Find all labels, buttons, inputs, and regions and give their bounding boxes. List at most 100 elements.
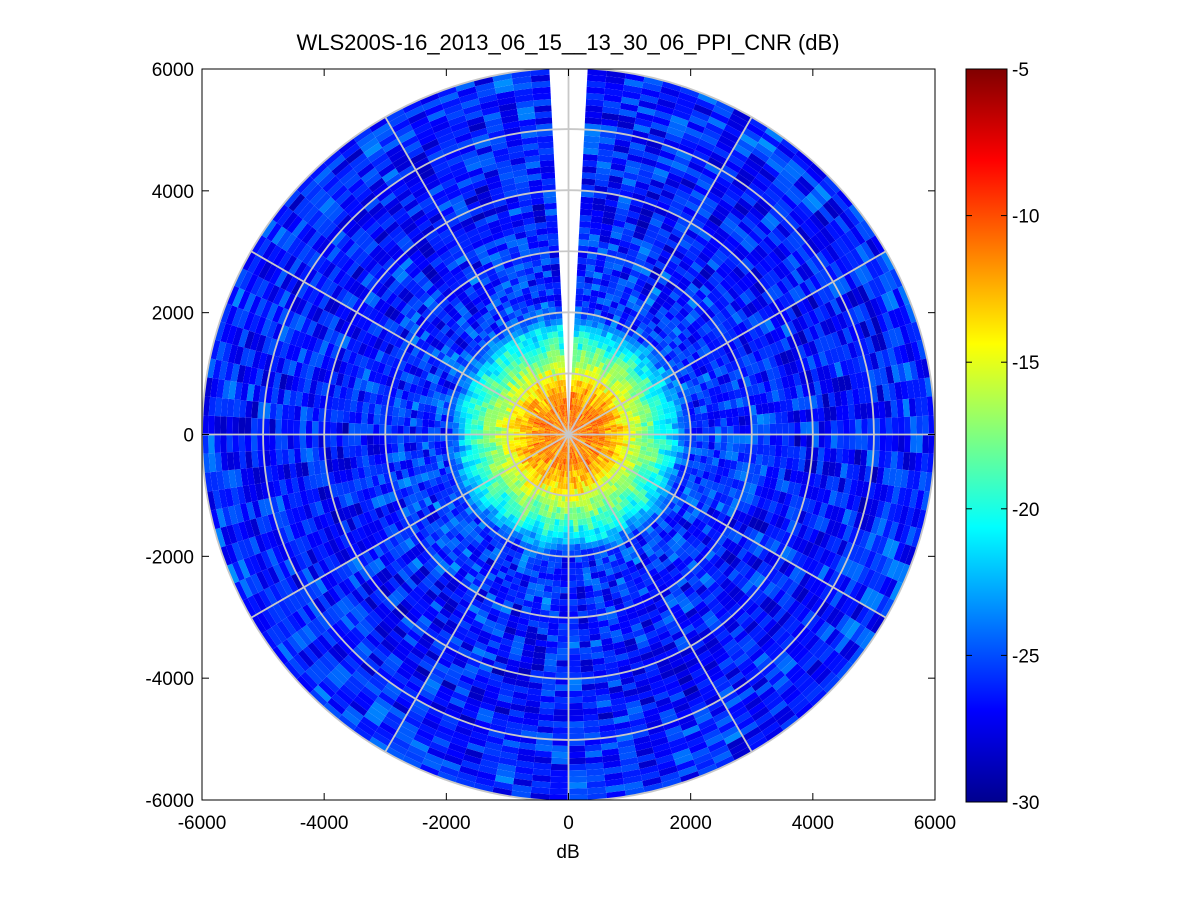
heatmap-cell <box>466 742 485 754</box>
heatmap-cell <box>392 572 406 586</box>
heatmap-cell <box>470 598 483 609</box>
heatmap-cell <box>341 634 357 651</box>
heatmap-cell <box>397 416 405 426</box>
heatmap-cell <box>464 423 472 430</box>
heatmap-cell <box>558 494 563 502</box>
heatmap-cell <box>460 538 471 548</box>
heatmap-cell <box>553 709 569 716</box>
heatmap-cell <box>404 526 415 538</box>
heatmap-cell <box>456 719 475 731</box>
heatmap-cell <box>515 679 530 688</box>
heatmap-cell <box>469 502 479 512</box>
heatmap-cell <box>514 459 521 465</box>
heatmap-cell <box>452 440 460 447</box>
heatmap-cell <box>275 403 283 420</box>
heatmap-cell <box>492 470 500 478</box>
heatmap-cell <box>414 619 429 633</box>
heatmap-cell <box>452 608 465 620</box>
heatmap-cell <box>365 633 381 648</box>
heatmap-cell <box>555 678 569 685</box>
heatmap-cell <box>503 502 511 511</box>
heatmap-cell <box>422 411 430 420</box>
heatmap-cell <box>387 652 404 667</box>
heatmap-cell <box>446 640 461 653</box>
heatmap-cell <box>454 522 465 533</box>
heatmap-cell <box>425 677 441 691</box>
heatmap-cell <box>563 452 566 459</box>
heatmap-cell <box>543 484 549 492</box>
heatmap-cell <box>463 702 480 714</box>
heatmap-cell <box>499 507 507 516</box>
heatmap-cell <box>476 668 492 679</box>
heatmap-cell <box>330 568 344 585</box>
heatmap-cell <box>459 765 479 777</box>
heatmap-cell <box>496 477 505 485</box>
heatmap-cell <box>541 172 556 180</box>
heatmap-cell <box>533 472 540 479</box>
heatmap-cell <box>404 750 425 764</box>
heatmap-cell <box>507 498 515 506</box>
heatmap-cell <box>399 541 411 553</box>
heatmap-cell <box>431 667 447 680</box>
heatmap-cell <box>553 574 562 581</box>
heatmap-cell <box>477 443 484 449</box>
heatmap-cell <box>534 645 547 654</box>
heatmap-cell <box>514 772 533 781</box>
heatmap-cell <box>437 591 450 603</box>
heatmap-cell <box>465 588 477 599</box>
heatmap-cell <box>522 643 536 652</box>
heatmap-cell <box>376 643 392 658</box>
heatmap-cell <box>470 685 486 696</box>
heatmap-cell <box>554 343 560 350</box>
heatmap-cell <box>437 656 452 669</box>
heatmap-cell <box>541 264 552 272</box>
heatmap-cell <box>504 477 512 485</box>
heatmap-cell <box>443 646 458 658</box>
heatmap-cell <box>439 765 459 778</box>
heatmap-cell <box>336 410 344 423</box>
heatmap-cell <box>403 442 411 452</box>
heatmap-cell <box>261 608 277 628</box>
heatmap-cell <box>391 425 398 435</box>
heatmap-cell <box>293 434 301 449</box>
heatmap-cell <box>458 619 472 631</box>
heatmap-cell <box>577 263 587 271</box>
heatmap-cell <box>474 534 484 544</box>
heatmap-cell <box>441 544 452 556</box>
heatmap-cell <box>541 490 547 498</box>
heatmap-cell <box>544 542 552 550</box>
heatmap-cell <box>521 521 529 530</box>
heatmap-cell <box>551 745 569 753</box>
heatmap-cell <box>438 629 453 641</box>
heatmap-cell <box>525 503 533 511</box>
heatmap-cell <box>528 681 543 690</box>
heatmap-cell <box>465 630 480 641</box>
heatmap-cell <box>355 622 370 638</box>
heatmap-cell <box>457 646 472 658</box>
heatmap-cell <box>464 524 474 534</box>
heatmap-cell <box>267 605 282 625</box>
heatmap-cell <box>456 542 467 553</box>
heatmap-cell <box>449 635 464 647</box>
heatmap-cell <box>475 572 486 583</box>
heatmap-cell <box>549 549 557 556</box>
heatmap-cell <box>555 684 569 691</box>
heatmap-cell <box>360 716 379 732</box>
heatmap-cell <box>550 263 560 271</box>
heatmap-cell <box>511 493 519 501</box>
heatmap-cell <box>462 754 482 765</box>
heatmap-cell <box>368 652 384 668</box>
heatmap-cell <box>459 509 469 520</box>
heatmap-cell <box>562 544 569 551</box>
heatmap-cell <box>477 608 489 619</box>
heatmap-cell <box>528 518 536 526</box>
heatmap-cell <box>443 555 455 567</box>
heatmap-cell <box>287 434 294 450</box>
heatmap-cell <box>494 775 514 785</box>
heatmap-cell <box>551 447 557 453</box>
heatmap-cell <box>405 611 419 625</box>
heatmap-cell <box>560 464 564 471</box>
heatmap-cell <box>338 580 352 597</box>
heatmap-cell <box>335 663 352 680</box>
heatmap-cell <box>560 574 569 582</box>
